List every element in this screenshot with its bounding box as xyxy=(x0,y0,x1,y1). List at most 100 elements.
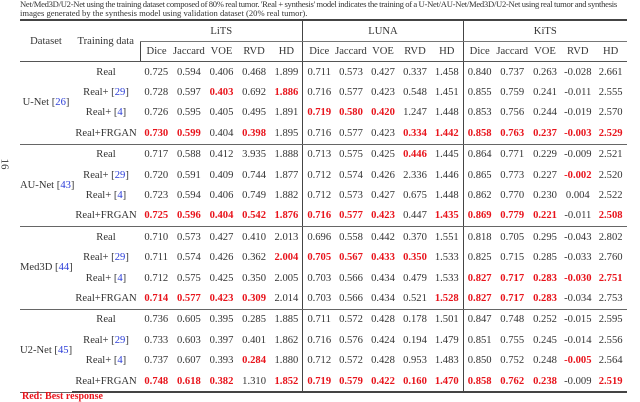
best-value-cell: 0.717 xyxy=(500,272,525,284)
value-cell: 2.760 xyxy=(598,252,623,264)
table-row: U2-Net [45] Real 0.736 0.605 0.395 0.285 1.885… xyxy=(20,309,627,393)
citation-link[interactable]: 4 xyxy=(117,355,123,367)
table-row: Real+FRGAN 0.725 0.596 0.404 0.542 1.876 0.716… xyxy=(20,205,628,228)
best-value-cell: 2.519 xyxy=(594,370,628,394)
value-cell: 0.711 xyxy=(144,252,169,264)
citation-link[interactable]: 43 xyxy=(60,179,71,191)
best-value-cell: 0.221 xyxy=(528,205,562,228)
value-cell: 1.533 xyxy=(434,252,459,264)
training-label: Real xyxy=(96,314,116,326)
value-cell: 0.591 xyxy=(176,169,201,181)
value-cell: 0.588 xyxy=(176,149,201,161)
value-cell: 0.426 xyxy=(371,169,395,181)
value-cell: 0.468 xyxy=(242,66,266,78)
value-cell: 1.880 xyxy=(274,355,299,367)
header-metric-dice: Dice xyxy=(302,41,335,62)
value-cell: 0.428 xyxy=(371,355,395,367)
value-cell: 0.427 xyxy=(371,66,395,78)
value-cell: 0.229 xyxy=(533,149,557,161)
citation-link[interactable]: 4 xyxy=(117,107,123,119)
value-cell: 0.424 xyxy=(371,334,395,346)
value-cell: 1.885 xyxy=(274,314,299,326)
value-cell: 0.703 xyxy=(302,288,335,310)
value-cell: 0.577 xyxy=(339,87,363,99)
value-cell: 0.759 xyxy=(500,87,525,99)
training-label: Real+FRGAN xyxy=(75,375,137,387)
value-cell: 0.696 xyxy=(302,226,335,248)
training-label: Real+ xyxy=(85,190,112,202)
citation-link[interactable]: 29 xyxy=(114,87,126,99)
value-cell: 0.773 xyxy=(500,169,525,181)
value-cell: 0.572 xyxy=(339,314,363,326)
value-cell: 0.178 xyxy=(403,314,427,326)
training-data-label: Real+ [29] xyxy=(83,334,129,346)
citation-link[interactable]: 29 xyxy=(114,169,126,181)
value-cell: 1.891 xyxy=(274,107,299,119)
value-cell: 0.715 xyxy=(500,252,525,264)
header-metric-voe: VOE xyxy=(205,41,238,62)
value-cell: 2.661 xyxy=(598,66,623,78)
caption-line-2: images generated by the synthesis model … xyxy=(20,8,308,18)
value-cell: 0.728 xyxy=(144,87,169,99)
value-cell: 0.733 xyxy=(144,334,169,346)
value-cell: 0.574 xyxy=(339,169,363,181)
value-cell: 0.337 xyxy=(403,66,427,78)
value-cell: 1.458 xyxy=(434,66,459,78)
table-row: Real+FRGAN 0.730 0.599 0.404 0.398 1.895 0.716… xyxy=(20,123,628,145)
best-value-cell: 2.508 xyxy=(594,205,628,228)
citation-link[interactable]: 45 xyxy=(57,345,69,357)
citation-link[interactable]: 44 xyxy=(58,262,70,274)
value-cell: 0.573 xyxy=(176,231,201,243)
value-cell: 0.953 xyxy=(403,355,427,367)
best-value-cell: 2.529 xyxy=(594,123,628,145)
best-value-cell: 0.762 xyxy=(495,370,529,394)
value-cell: 0.594 xyxy=(176,66,201,78)
training-data-label: Real+FRGAN xyxy=(72,370,140,394)
best-value-cell: 0.422 xyxy=(366,370,399,394)
value-cell: 0.605 xyxy=(176,314,201,326)
value-cell: 0.423 xyxy=(371,87,395,99)
value-cell: -0.011 xyxy=(561,205,595,228)
header-metric-voe: VOE xyxy=(528,41,562,62)
best-value-cell: 2.004 xyxy=(274,252,299,264)
value-cell: 0.737 xyxy=(500,66,525,78)
best-value-cell: 0.779 xyxy=(495,205,529,228)
citation-link[interactable]: 29 xyxy=(114,334,126,346)
value-cell: 0.425 xyxy=(209,272,234,284)
value-cell: 0.395 xyxy=(209,314,234,326)
value-cell: 0.703 xyxy=(302,267,335,289)
header-metric-dice: Dice xyxy=(139,41,173,62)
table-row: Real+ [4] 0.712 0.575 0.425 0.350 2.005 0.703 0… xyxy=(20,267,627,289)
best-value-cell: 0.618 xyxy=(172,370,206,394)
value-cell: 0.401 xyxy=(242,334,266,346)
value-cell: 0.252 xyxy=(533,314,557,326)
citation-link[interactable]: 4 xyxy=(117,190,123,202)
best-value-cell: 0.596 xyxy=(172,205,206,228)
value-cell: 0.241 xyxy=(533,87,557,99)
value-cell: 1.899 xyxy=(274,66,299,78)
value-cell: -0.011 xyxy=(564,87,592,99)
citation-link[interactable]: 4 xyxy=(117,272,123,284)
table-row: Real+ [29] 0.728 0.597 0.403 0.692 1.886 0.716… xyxy=(20,82,627,103)
value-cell: 2.014 xyxy=(270,288,303,310)
best-value-cell: 1.876 xyxy=(270,205,303,228)
value-cell: 0.864 xyxy=(462,144,496,165)
best-value-cell: 0.309 xyxy=(237,288,271,310)
value-cell: 0.597 xyxy=(176,87,201,99)
training-label: Real+ xyxy=(85,355,112,367)
model-name: U-Net [26] xyxy=(20,61,72,145)
header-metric-voe: VOE xyxy=(366,41,399,62)
header-metric-jaccard: Jaccard xyxy=(172,41,206,62)
best-value-cell: 0.579 xyxy=(334,370,367,394)
citation-link[interactable]: 29 xyxy=(114,252,126,264)
value-cell: 0.692 xyxy=(242,87,266,99)
value-cell: 2.555 xyxy=(598,87,623,99)
citation-link[interactable]: 26 xyxy=(55,97,66,109)
value-cell: 0.711 xyxy=(302,309,335,331)
value-cell: 1.533 xyxy=(434,272,459,284)
training-label: Real xyxy=(96,149,116,161)
training-data-label: Real+FRGAN xyxy=(72,288,140,310)
value-cell: 0.405 xyxy=(209,107,234,119)
value-cell: 0.573 xyxy=(339,66,363,78)
value-cell: 0.855 xyxy=(462,82,496,103)
